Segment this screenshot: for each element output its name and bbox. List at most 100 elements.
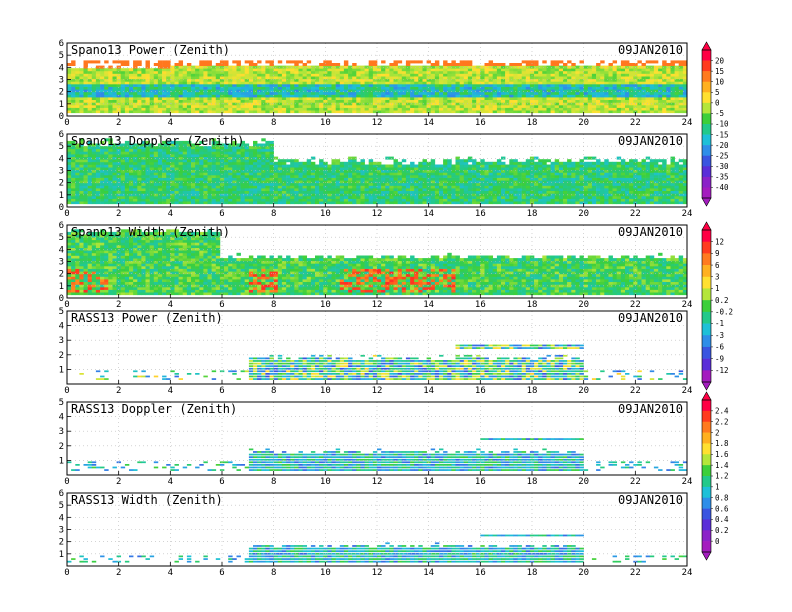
- heatmap-cell: [393, 169, 398, 173]
- heatmap-cell: [356, 193, 361, 197]
- heatmap-cell: [418, 107, 423, 111]
- heatmap-cell: [253, 143, 258, 147]
- heatmap-cell: [658, 78, 663, 82]
- heatmap-cell: [104, 188, 109, 192]
- heatmap-cell: [662, 102, 667, 106]
- heatmap-cell: [678, 68, 684, 72]
- heatmap-cell: [149, 99, 155, 103]
- heatmap-cell: [455, 159, 460, 163]
- heatmap-cell: [579, 89, 584, 93]
- heatmap-cell: [501, 161, 506, 165]
- heatmap-cell: [306, 182, 312, 186]
- heatmap-cell: [372, 164, 378, 168]
- heatmap-cell: [257, 89, 262, 93]
- heatmap-cell: [149, 154, 155, 158]
- heatmap-cell: [195, 102, 200, 106]
- heatmap-cell: [418, 99, 423, 103]
- heatmap-cell: [339, 164, 345, 168]
- heatmap-cell: [472, 68, 477, 72]
- heatmap-cell: [290, 185, 295, 189]
- heatmap-cell: [195, 180, 200, 184]
- heatmap-cell: [124, 198, 130, 202]
- heatmap-cell: [157, 99, 163, 103]
- heatmap-cell: [211, 161, 217, 165]
- heatmap-cell: [145, 146, 150, 150]
- heatmap-cell: [451, 102, 456, 106]
- heatmap-cell: [405, 190, 411, 194]
- heatmap-cell: [455, 110, 460, 114]
- heatmap-cell: [157, 182, 163, 186]
- heatmap-cell: [75, 146, 80, 150]
- heatmap-cell: [269, 91, 274, 95]
- heatmap-cell: [434, 190, 440, 194]
- heatmap-cell: [682, 70, 688, 74]
- heatmap-cell: [492, 188, 498, 192]
- heatmap-cell: [525, 65, 531, 69]
- heatmap-cell: [186, 143, 192, 147]
- heatmap-cell: [393, 60, 398, 64]
- heatmap-cell: [467, 102, 473, 106]
- heatmap-cell: [608, 76, 613, 80]
- heatmap-cell: [426, 172, 432, 176]
- heatmap-cell: [542, 60, 547, 64]
- heatmap-cell: [112, 167, 117, 171]
- heatmap-cell: [166, 63, 171, 67]
- heatmap-cell: [199, 81, 204, 85]
- heatmap-cell: [108, 73, 113, 77]
- heatmap-cell: [236, 148, 241, 152]
- heatmap-cell: [232, 89, 237, 93]
- heatmap-cell: [91, 161, 97, 165]
- heatmap-cell: [170, 83, 175, 87]
- heatmap-cell: [666, 81, 671, 85]
- heatmap-cell: [496, 172, 502, 176]
- heatmap-cell: [443, 86, 448, 90]
- heatmap-cell: [261, 104, 266, 108]
- heatmap-cell: [509, 97, 514, 101]
- heatmap-cell: [554, 78, 560, 82]
- heatmap-cell: [302, 104, 308, 108]
- heatmap-cell: [207, 190, 212, 194]
- heatmap-cell: [224, 60, 229, 64]
- heatmap-cell: [538, 65, 543, 69]
- heatmap-cell: [265, 140, 270, 144]
- heatmap-cell: [343, 164, 349, 168]
- heatmap-cell: [600, 104, 605, 108]
- heatmap-cell: [207, 177, 212, 181]
- heatmap-cell: [484, 78, 489, 82]
- heatmap-cell: [83, 161, 88, 165]
- heatmap-cell: [397, 188, 403, 192]
- heatmap-cell: [141, 146, 146, 150]
- heatmap-cell: [166, 110, 171, 114]
- heatmap-cell: [100, 188, 105, 192]
- heatmap-cell: [513, 86, 518, 90]
- heatmap-cell: [629, 70, 634, 74]
- heatmap-cell: [87, 94, 93, 98]
- heatmap-cell: [343, 190, 349, 194]
- heatmap-cell: [612, 65, 618, 69]
- heatmap-cell: [360, 102, 365, 106]
- heatmap-cell: [129, 164, 134, 168]
- heatmap-cell: [509, 68, 514, 72]
- heatmap-cell: [298, 190, 303, 194]
- heatmap-cell: [182, 94, 188, 98]
- heatmap-cell: [112, 110, 117, 114]
- heatmap-cell: [83, 78, 88, 82]
- heatmap-cell: [372, 70, 378, 74]
- heatmap-cell: [451, 99, 456, 103]
- heatmap-cell: [182, 156, 188, 160]
- heatmap-cell: [298, 65, 303, 69]
- heatmap-cell: [484, 70, 489, 74]
- heatmap-cell: [368, 159, 374, 163]
- heatmap-cell: [645, 60, 651, 64]
- heatmap-cell: [157, 81, 163, 85]
- heatmap-cell: [620, 73, 626, 77]
- heatmap-cell: [211, 102, 217, 106]
- heatmap-cell: [257, 190, 262, 194]
- heatmap-cell: [368, 89, 374, 93]
- heatmap-cell: [451, 110, 456, 114]
- heatmap-cell: [236, 89, 241, 93]
- heatmap-cell: [145, 182, 150, 186]
- heatmap-cell: [538, 99, 543, 103]
- heatmap-cell: [294, 190, 299, 194]
- heatmap-cell: [133, 107, 138, 111]
